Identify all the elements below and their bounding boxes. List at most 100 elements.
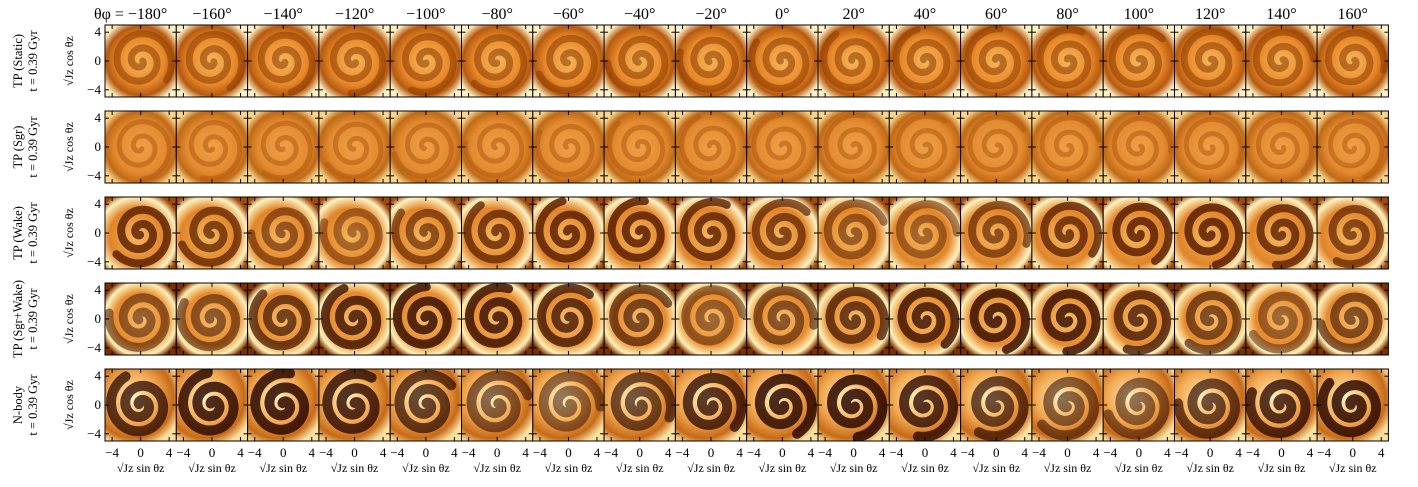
spiral-arm	[257, 31, 316, 96]
spiral-arm	[1317, 377, 1381, 438]
x-tick-label: 4	[309, 445, 316, 460]
spiral-arm	[753, 286, 819, 345]
phase-spiral-panel	[1245, 197, 1318, 269]
phase-spiral-panel	[1103, 369, 1175, 441]
spiral-arm	[604, 35, 669, 94]
phase-spiral-panel	[604, 369, 676, 441]
spiral-arm	[392, 122, 454, 179]
phase-spiral-panel	[105, 111, 177, 183]
phase-spiral-panel	[176, 111, 248, 183]
column-title: 0°	[775, 6, 789, 23]
x-tick-label: 4	[1307, 445, 1314, 460]
phase-spiral-panel	[818, 111, 890, 183]
row-time-label: t = 0.39 Gyr	[26, 374, 40, 436]
x-tick-label: 0	[637, 445, 644, 460]
spiral-arm	[394, 369, 457, 434]
y-axis-label: √Jz cos θz	[62, 36, 76, 86]
phase-spiral-panel	[818, 25, 890, 97]
phase-spiral-panel	[1174, 111, 1246, 183]
phase-spiral-panel	[818, 197, 890, 269]
x-tick-label: −4	[1175, 445, 1189, 460]
spiral-arm	[754, 373, 817, 439]
x-tick-label: 0	[209, 445, 216, 460]
spiral-arm	[176, 294, 241, 352]
x-tick-label: −4	[747, 445, 761, 460]
column-title: 100°	[1124, 6, 1154, 23]
phase-spiral-panel	[1317, 369, 1389, 441]
x-tick-label: −4	[1032, 445, 1046, 460]
spiral-arm	[825, 287, 890, 344]
phase-spiral-panel	[247, 197, 319, 269]
spiral-arm	[679, 197, 736, 261]
column-title: −100°	[406, 6, 445, 23]
spiral-arm	[534, 124, 595, 178]
phase-spiral-panel	[1031, 283, 1104, 355]
spiral-arm	[178, 206, 242, 267]
y-tick-label: −4	[87, 82, 101, 97]
y-tick-label: 0	[95, 311, 102, 326]
phase-spiral-panel	[176, 283, 248, 355]
x-tick-label: −4	[105, 445, 119, 460]
spiral-arm	[1183, 116, 1244, 171]
phase-spiral-panel	[1103, 25, 1175, 97]
phase-spiral-panel	[604, 111, 676, 183]
spiral-arm	[1174, 378, 1240, 439]
x-axis-label: √Jz sin θz	[972, 461, 1020, 475]
spiral-arm	[248, 289, 311, 351]
phase-spiral-panel	[818, 283, 890, 355]
x-tick-label: 0	[922, 445, 929, 460]
panel-background	[675, 283, 747, 355]
x-tick-label: −4	[890, 445, 904, 460]
phase-spiral-panel	[318, 369, 391, 441]
x-tick-label: 0	[280, 445, 287, 460]
spiral-arm	[116, 119, 172, 182]
x-tick-label: 0	[850, 445, 857, 460]
row-time-label: t = 0.39 Gyr	[26, 30, 40, 92]
x-tick-label: −4	[604, 445, 618, 460]
spiral-arm	[1041, 289, 1101, 355]
spiral-arm	[1040, 201, 1103, 258]
y-tick-label: −4	[87, 340, 101, 355]
spiral-arm	[1113, 290, 1172, 355]
phase-spiral-panel	[1245, 283, 1318, 355]
x-tick-label: 4	[1164, 445, 1171, 460]
y-tick-label: 4	[95, 24, 102, 39]
x-tick-label: 0	[1136, 445, 1143, 460]
spiral-arm	[1039, 115, 1102, 172]
spiral-arm	[470, 34, 528, 96]
spiral-arm	[964, 25, 1021, 90]
phase-spiral-panel	[318, 283, 391, 355]
row-time-label: t = 0.39 Gyr	[26, 116, 40, 178]
phase-spiral-panel	[461, 111, 533, 183]
phase-spiral-panel	[960, 369, 1032, 441]
phase-spiral-panel	[604, 25, 676, 97]
spiral-arm	[247, 207, 313, 266]
y-tick-label: 4	[95, 368, 102, 383]
phase-spiral-panel	[1317, 197, 1389, 269]
x-tick-label: −4	[1317, 445, 1331, 460]
spiral-arm	[967, 114, 1026, 173]
phase-spiral-panel	[746, 25, 818, 97]
phase-spiral-panel	[318, 111, 391, 183]
spiral-arm	[609, 284, 673, 347]
phase-spiral-panel	[105, 25, 177, 97]
phase-spiral-panel	[889, 283, 961, 355]
x-tick-label: 0	[351, 445, 358, 460]
phase-spiral-panel	[247, 369, 319, 441]
spiral-arm	[1180, 27, 1244, 87]
spiral-arm	[748, 37, 810, 92]
x-tick-label: 0	[708, 445, 715, 460]
spiral-arm	[751, 198, 811, 261]
phase-spiral-panel	[1103, 111, 1175, 183]
x-axis-label: √Jz sin θz	[259, 461, 307, 475]
x-tick-label: 4	[594, 445, 601, 460]
phase-spiral-panel	[1174, 197, 1246, 269]
spiral-arm	[1328, 205, 1385, 269]
y-tick-label: 0	[95, 397, 102, 412]
row-model-label: N-body	[11, 385, 25, 424]
phase-spiral-panel	[889, 111, 961, 183]
phase-spiral-panel	[675, 111, 747, 183]
x-axis-label: √Jz sin θz	[473, 461, 521, 475]
x-tick-label: −4	[177, 445, 191, 460]
